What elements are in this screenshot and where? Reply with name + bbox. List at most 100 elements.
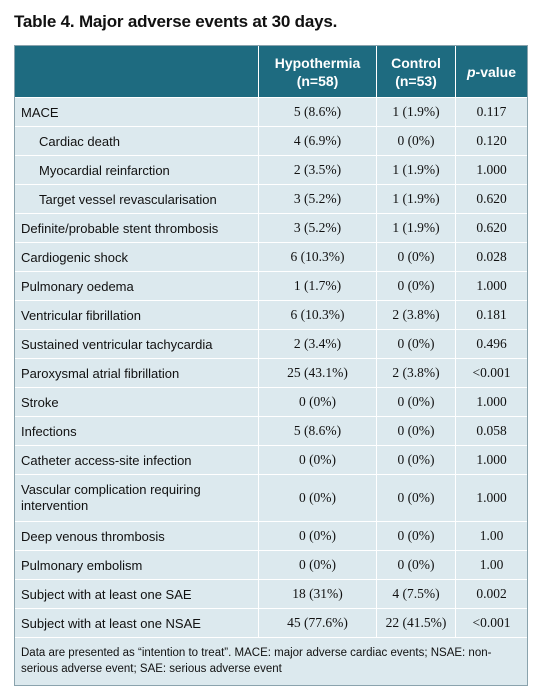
cell-control: 1 (1.9%) [376, 213, 455, 242]
table-footnote: Data are presented as “intention to trea… [15, 637, 527, 685]
cell-hypothermia: 6 (10.3%) [258, 300, 376, 329]
cell-hypothermia: 0 (0%) [258, 550, 376, 579]
cell-hypothermia: 18 (31%) [258, 579, 376, 608]
table-row: Sustained ventricular tachycardia 2 (3.4%… [15, 329, 527, 358]
cell-control: 2 (3.8%) [376, 358, 455, 387]
table-row: Paroxysmal atrial fibrillation 25 (43.1%)… [15, 358, 527, 387]
cell-control: 0 (0%) [376, 474, 455, 521]
cell-p-value: 0.181 [455, 300, 527, 329]
cell-hypothermia: 0 (0%) [258, 474, 376, 521]
row-label: Cardiac death [15, 126, 258, 155]
table-row: Subject with at least one NSAE 45 (77.6%)… [15, 608, 527, 637]
cell-hypothermia: 5 (8.6%) [258, 416, 376, 445]
table-row: Deep venous thrombosis 0 (0%) 0 (0%) 1.00 [15, 521, 527, 550]
table-row: MACE 5 (8.6%) 1 (1.9%) 0.117 [15, 97, 527, 126]
cell-control: 0 (0%) [376, 387, 455, 416]
header-p-rest: -value [475, 63, 517, 80]
header-hypothermia: Hypothermia (n=58) [258, 46, 376, 97]
cell-hypothermia: 3 (5.2%) [258, 184, 376, 213]
cell-control: 22 (41.5%) [376, 608, 455, 637]
cell-control: 1 (1.9%) [376, 97, 455, 126]
table-row: Pulmonary embolism 0 (0%) 0 (0%) 1.00 [15, 550, 527, 579]
cell-p-value: 0.620 [455, 184, 527, 213]
cell-hypothermia: 25 (43.1%) [258, 358, 376, 387]
row-label: Vascular complication requiring interven… [15, 474, 258, 521]
header-hypothermia-label: Hypothermia [274, 54, 361, 71]
cell-hypothermia: 3 (5.2%) [258, 213, 376, 242]
table-row: Target vessel revascularisation 3 (5.2%) 1… [15, 184, 527, 213]
table-row: Definite/probable stent thrombosis 3 (5.2… [15, 213, 527, 242]
row-label: Infections [15, 416, 258, 445]
cell-control: 1 (1.9%) [376, 155, 455, 184]
table-row: Myocardial reinfarction 2 (3.5%) 1 (1.9%) 1… [15, 155, 527, 184]
cell-p-value: 1.000 [455, 474, 527, 521]
table-row: Ventricular fibrillation 6 (10.3%) 2 (3.8%… [15, 300, 527, 329]
row-label: Deep venous thrombosis [15, 521, 258, 550]
cell-p-value: 0.496 [455, 329, 527, 358]
table-row: Pulmonary oedema 1 (1.7%) 0 (0%) 1.000 [15, 271, 527, 300]
cell-p-value: 1.000 [455, 155, 527, 184]
table-row: Stroke 0 (0%) 0 (0%) 1.000 [15, 387, 527, 416]
row-label: Cardiogenic shock [15, 242, 258, 271]
cell-p-value: 0.058 [455, 416, 527, 445]
cell-p-value: 0.620 [455, 213, 527, 242]
cell-hypothermia: 0 (0%) [258, 521, 376, 550]
header-control: Control (n=53) [376, 46, 455, 97]
row-label: Sustained ventricular tachycardia [15, 329, 258, 358]
header-p-italic: p [466, 63, 476, 80]
adverse-events-table: Hypothermia (n=58) Control (n=53) p-valu… [14, 45, 528, 686]
cell-hypothermia: 6 (10.3%) [258, 242, 376, 271]
cell-hypothermia: 1 (1.7%) [258, 271, 376, 300]
cell-control: 0 (0%) [376, 521, 455, 550]
row-label: Subject with at least one NSAE [15, 608, 258, 637]
cell-p-value: 0.117 [455, 97, 527, 126]
row-label: Definite/probable stent thrombosis [15, 213, 258, 242]
row-label: MACE [15, 97, 258, 126]
cell-hypothermia: 2 (3.4%) [258, 329, 376, 358]
row-label: Ventricular fibrillation [15, 300, 258, 329]
row-label: Myocardial reinfarction [15, 155, 258, 184]
cell-control: 0 (0%) [376, 271, 455, 300]
cell-control: 2 (3.8%) [376, 300, 455, 329]
cell-hypothermia: 2 (3.5%) [258, 155, 376, 184]
cell-p-value: <0.001 [455, 608, 527, 637]
row-label: Pulmonary embolism [15, 550, 258, 579]
cell-p-value: 1.000 [455, 271, 527, 300]
cell-p-value: 1.000 [455, 387, 527, 416]
cell-control: 4 (7.5%) [376, 579, 455, 608]
cell-hypothermia: 45 (77.6%) [258, 608, 376, 637]
cell-control: 0 (0%) [376, 445, 455, 474]
table-title: Table 4. Major adverse events at 30 days… [14, 12, 338, 31]
table-row: Infections 5 (8.6%) 0 (0%) 0.058 [15, 416, 527, 445]
table-row: Vascular complication requiring interven… [15, 474, 527, 521]
table-row: Catheter access-site infection 0 (0%) 0 (0… [15, 445, 527, 474]
table-row: Cardiogenic shock 6 (10.3%) 0 (0%) 0.028 [15, 242, 527, 271]
header-hypothermia-n: (n=58) [296, 72, 339, 89]
row-label: Target vessel revascularisation [15, 184, 258, 213]
cell-control: 0 (0%) [376, 550, 455, 579]
cell-control: 0 (0%) [376, 329, 455, 358]
row-label: Paroxysmal atrial fibrillation [15, 358, 258, 387]
row-label: Pulmonary oedema [15, 271, 258, 300]
header-event [15, 46, 258, 97]
cell-p-value: <0.001 [455, 358, 527, 387]
cell-p-value: 1.00 [455, 521, 527, 550]
cell-control: 0 (0%) [376, 126, 455, 155]
cell-hypothermia: 0 (0%) [258, 387, 376, 416]
cell-hypothermia: 4 (6.9%) [258, 126, 376, 155]
cell-control: 0 (0%) [376, 242, 455, 271]
cell-p-value: 0.120 [455, 126, 527, 155]
header-control-n: (n=53) [395, 72, 437, 89]
cell-control: 0 (0%) [376, 416, 455, 445]
header-row: Hypothermia (n=58) Control (n=53) p-valu… [15, 46, 527, 97]
row-label: Catheter access-site infection [15, 445, 258, 474]
table-body: MACE 5 (8.6%) 1 (1.9%) 0.117 Cardiac death 4 … [15, 97, 527, 637]
cell-p-value: 1.00 [455, 550, 527, 579]
header-control-label: Control [391, 54, 441, 71]
cell-hypothermia: 0 (0%) [258, 445, 376, 474]
row-label: Subject with at least one SAE [15, 579, 258, 608]
row-label: Stroke [15, 387, 258, 416]
cell-control: 1 (1.9%) [376, 184, 455, 213]
cell-hypothermia: 5 (8.6%) [258, 97, 376, 126]
